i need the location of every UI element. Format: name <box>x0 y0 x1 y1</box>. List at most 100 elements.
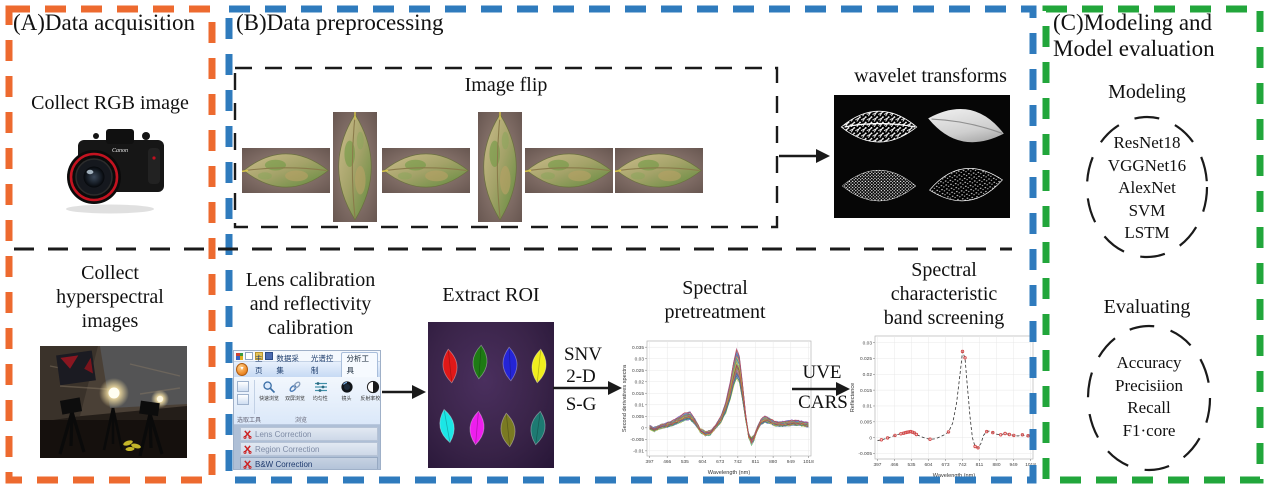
camera-brand-text: Canon <box>112 148 128 154</box>
svg-text:0.005: 0.005 <box>860 419 872 425</box>
svg-text:0: 0 <box>641 425 644 431</box>
svg-text:811: 811 <box>752 459 760 465</box>
spectral-camera-device <box>56 350 96 386</box>
ribbon-tool-link: 双屏浏览 <box>284 379 305 402</box>
software-ribbon-tabs: ▾ 主页 数据采集 光谱控制 分析工具 <box>234 352 380 377</box>
leaf-tile-horizontal <box>615 148 703 193</box>
svg-text:0.025: 0.025 <box>860 356 872 362</box>
band-screening-chart: 397 466 535 604 673 742 811 880 949 1018 0.03 0.025… <box>848 331 1038 479</box>
svg-text:0.035: 0.035 <box>632 345 644 351</box>
svg-text:880: 880 <box>769 459 777 465</box>
snv-label: SNV <box>563 344 602 365</box>
leaf-photo <box>382 153 469 188</box>
band-screening-label: Spectral characteristic band screening <box>883 259 1005 329</box>
svg-text:0.01: 0.01 <box>635 402 645 408</box>
ribbon-tool-magnifier: 快速浏览 <box>258 379 279 402</box>
leaf-tile-vertical <box>478 112 522 222</box>
wavelet-transforms-image <box>834 95 1010 218</box>
ribbon-tab-0: 主页 <box>255 354 263 375</box>
extract-roi-image <box>428 322 554 468</box>
svg-text:673: 673 <box>941 462 949 468</box>
roi-leaf <box>439 408 455 444</box>
ribbon-tab-2: 光谱控制 <box>310 354 334 375</box>
svg-text:604: 604 <box>924 462 932 468</box>
svg-text:673: 673 <box>716 459 724 465</box>
camera-image: Canon <box>48 118 170 216</box>
panel-a-title: (A)Data acquisition <box>13 10 196 35</box>
svg-text:949: 949 <box>787 459 795 465</box>
metric-list: Accuracy Precisiion Recall F1·core <box>1115 353 1183 440</box>
hyperspectral-setup-photo <box>40 346 187 458</box>
svg-text:0.015: 0.015 <box>860 388 872 394</box>
roi-leaf <box>442 348 458 384</box>
link-icon <box>288 379 302 394</box>
wavelet-leaf-veins <box>840 110 918 143</box>
correction-list: Lens Correction Region Correction B&W Corr… <box>234 425 380 469</box>
ribbon-tool-sliders: 均匀性 <box>310 379 331 402</box>
contrast-icon <box>366 379 380 394</box>
magnifier-icon <box>262 379 276 394</box>
leaf-tile-vertical <box>333 112 377 222</box>
ribbon-group-labels: 选取工具 浏览 <box>237 418 308 424</box>
svg-text:880: 880 <box>993 462 1001 468</box>
svg-text:0.03: 0.03 <box>635 356 645 362</box>
sg-label: S-G <box>565 394 597 415</box>
leaf-photo <box>525 153 612 188</box>
camera-red-dot <box>152 156 156 160</box>
svg-text:0.005: 0.005 <box>632 414 644 420</box>
collect-rgb-label: Collect RGB image <box>31 92 189 114</box>
scissors-icon <box>243 459 252 469</box>
svg-text:604: 604 <box>699 459 707 465</box>
leaf-tile-horizontal <box>525 148 613 193</box>
wavelet-transforms-label: wavelet transforms <box>854 65 1007 87</box>
ribbon-tab-1: 数据采集 <box>276 354 299 375</box>
app-menu-button: ▾ <box>236 363 249 376</box>
scissors-icon <box>243 429 252 439</box>
wavelet-leaf-speckle-dense <box>841 169 917 202</box>
lens-icon <box>340 379 354 394</box>
svg-text:535: 535 <box>907 462 915 468</box>
roi-leaf <box>500 412 516 448</box>
svg-text:Wavelength (nm): Wavelength (nm) <box>933 473 976 479</box>
leaf-photo <box>483 112 517 221</box>
correction-list-item: B&W Correction <box>240 457 378 469</box>
uve-label: UVE <box>802 362 842 383</box>
ribbon-mini-buttons <box>237 381 251 407</box>
collect-hyperspectral-label: Collect hyperspectral images <box>56 262 164 332</box>
svg-text:0.015: 0.015 <box>632 391 644 397</box>
modeling-label: Modeling <box>1108 81 1186 103</box>
roi-leaf <box>530 410 546 446</box>
sliders-icon <box>314 379 328 394</box>
svg-text:742: 742 <box>958 462 966 468</box>
svg-text:-0.01: -0.01 <box>633 449 644 455</box>
svg-text:-0.005: -0.005 <box>630 437 644 443</box>
leaf-photo <box>338 112 372 221</box>
wavelet-leaf-speckle-sparse <box>929 168 1003 202</box>
svg-text:397: 397 <box>873 462 881 468</box>
roi-leaf <box>502 346 518 382</box>
svg-text:1018: 1018 <box>1025 462 1036 468</box>
svg-text:0: 0 <box>869 435 872 441</box>
ribbon-tab-3: 分析工具 <box>341 352 379 377</box>
spectral-pretreatment-label: Spectral pretreatment <box>664 277 766 323</box>
svg-text:Reflectance: Reflectance <box>850 383 856 413</box>
svg-text:0.01: 0.01 <box>863 404 873 410</box>
ribbon-tool-contrast: 反射率校正 <box>360 379 380 402</box>
svg-text:811: 811 <box>976 462 984 468</box>
model-list: ResNet18 VGGNet16 AlexNet SVM LSTM <box>1107 133 1187 242</box>
roi-leaf <box>531 348 547 384</box>
leaf-tile-horizontal <box>242 148 330 193</box>
svg-text:-0.005: -0.005 <box>858 451 872 457</box>
roi-leaf <box>469 410 485 446</box>
svg-text:0.025: 0.025 <box>632 368 644 374</box>
2d-label: 2-D <box>566 366 596 387</box>
svg-text:742: 742 <box>734 459 742 465</box>
svg-text:Wavelength (nm): Wavelength (nm) <box>708 470 751 476</box>
correction-list-item: Region Correction <box>240 442 378 456</box>
cars-label: CARS <box>798 392 848 413</box>
evaluating-label: Evaluating <box>1103 296 1191 318</box>
svg-text:466: 466 <box>890 462 898 468</box>
